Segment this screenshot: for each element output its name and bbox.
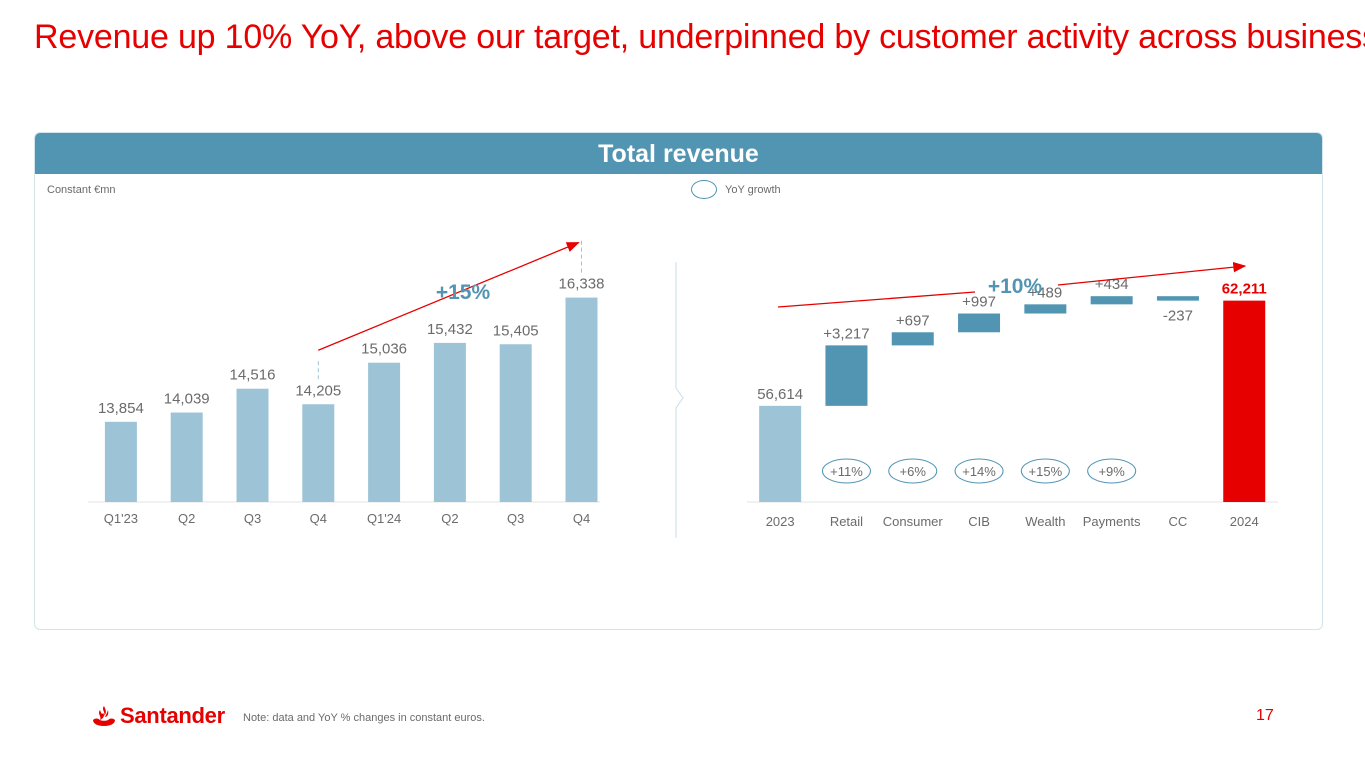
quarter-value-label: 14,516 bbox=[230, 367, 276, 384]
quarter-value-label: 14,039 bbox=[164, 391, 210, 408]
waterfall-tick-label: CIB bbox=[968, 514, 990, 529]
units-label: Constant €mn bbox=[47, 184, 116, 196]
quarter-bar bbox=[236, 388, 269, 502]
waterfall-tick-label: Consumer bbox=[883, 514, 944, 529]
yoy-growth-oval bbox=[1020, 458, 1070, 484]
waterfall-tick-label: 2023 bbox=[766, 514, 795, 529]
yoy-oval-legend-icon bbox=[691, 180, 717, 199]
waterfall-value-label: 56,614 bbox=[757, 386, 803, 403]
quarter-bar bbox=[433, 342, 466, 502]
panel-header: Total revenue bbox=[35, 133, 1322, 174]
yoy-growth-oval bbox=[821, 458, 871, 484]
quarter-tick-label: Q1'24 bbox=[367, 511, 401, 526]
page-title: Revenue up 10% YoY, above our target, un… bbox=[34, 18, 1365, 56]
waterfall-tick-label: 2024 bbox=[1230, 514, 1259, 529]
waterfall-bar bbox=[958, 313, 1001, 333]
waterfall-bar bbox=[825, 345, 868, 406]
quarter-tick-label: Q4 bbox=[310, 511, 327, 526]
quarter-tick-label: Q3 bbox=[244, 511, 261, 526]
yoy-growth-oval bbox=[888, 458, 938, 484]
quarter-bar bbox=[302, 404, 335, 502]
quarter-tick-label: Q4 bbox=[573, 511, 590, 526]
waterfall-value-label: +697 bbox=[896, 312, 930, 329]
quarter-bar bbox=[368, 362, 401, 502]
growth-arrow bbox=[318, 241, 580, 351]
waterfall-bar bbox=[759, 405, 802, 502]
yoy-growth-label: +9% bbox=[1098, 464, 1125, 479]
waterfall-bar bbox=[1024, 304, 1067, 314]
waterfall-bar bbox=[1156, 296, 1199, 301]
quarterly-growth-annotation: +15% bbox=[436, 281, 491, 304]
quarter-bar bbox=[499, 344, 532, 502]
brand-name: Santander bbox=[120, 703, 225, 728]
santander-logo: Santander bbox=[92, 703, 225, 729]
waterfall-value-label: -237 bbox=[1163, 308, 1193, 325]
quarter-tick-label: Q2 bbox=[178, 511, 195, 526]
flame-logo-icon bbox=[93, 706, 115, 726]
quarter-tick-label: Q3 bbox=[507, 511, 524, 526]
bridge-arrow-start bbox=[777, 291, 976, 308]
yoy-growth-label: +15% bbox=[1029, 464, 1063, 479]
waterfall-value-label: +489 bbox=[1028, 284, 1062, 301]
footnote: Note: data and YoY % changes in constant… bbox=[243, 712, 485, 724]
waterfall-chart: 56,614 2023 +3,217 Retail +11% +697 Consumer +6… bbox=[747, 262, 1278, 529]
quarter-value-label: 15,036 bbox=[361, 341, 407, 358]
quarter-tick-label: Q2 bbox=[441, 511, 458, 526]
waterfall-tick-label: CC bbox=[1169, 514, 1188, 529]
page-number: 17 bbox=[1256, 707, 1274, 724]
annual-growth-annotation: +10% bbox=[988, 275, 1043, 298]
quarter-tick-label: Q1'23 bbox=[104, 511, 138, 526]
waterfall-value-label: +3,217 bbox=[823, 325, 869, 342]
waterfall-bar bbox=[1223, 300, 1266, 502]
waterfall-value-label: 62,211 bbox=[1222, 281, 1267, 298]
waterfall-bar bbox=[891, 332, 934, 346]
legend: YoY growth bbox=[691, 180, 781, 199]
quarter-value-label: 13,854 bbox=[98, 400, 144, 417]
waterfall-tick-label: Wealth bbox=[1025, 514, 1065, 529]
chart-separator-chevron bbox=[675, 387, 684, 409]
quarter-value-label: 15,432 bbox=[427, 321, 473, 338]
yoy-growth-label: +6% bbox=[900, 464, 927, 479]
yoy-growth-label: +14% bbox=[962, 464, 996, 479]
yoy-growth-label: +11% bbox=[830, 464, 863, 479]
waterfall-value-label: +997 bbox=[962, 294, 996, 311]
quarter-bar bbox=[104, 421, 137, 502]
waterfall-tick-label: Payments bbox=[1083, 514, 1141, 529]
total-revenue-panel: Total revenue Constant €mn YoY growth bbox=[34, 132, 1323, 630]
yoy-growth-oval bbox=[1087, 458, 1137, 484]
quarter-value-label: 16,338 bbox=[559, 276, 605, 293]
quarter-bar bbox=[565, 297, 598, 502]
legend-label: YoY growth bbox=[725, 183, 781, 196]
waterfall-tick-label: Retail bbox=[830, 514, 863, 529]
bridge-arrow-end bbox=[1057, 262, 1247, 286]
yoy-growth-oval bbox=[954, 458, 1004, 484]
quarter-bar bbox=[170, 412, 203, 502]
quarter-value-label: 14,205 bbox=[295, 382, 341, 399]
waterfall-bar bbox=[1090, 296, 1133, 305]
quarterly-bar-chart: 13,854 Q1'23 14,039 Q2 14,516 Q3 14,205 Q4 15,03… bbox=[88, 239, 605, 526]
quarter-value-label: 15,405 bbox=[493, 322, 539, 339]
